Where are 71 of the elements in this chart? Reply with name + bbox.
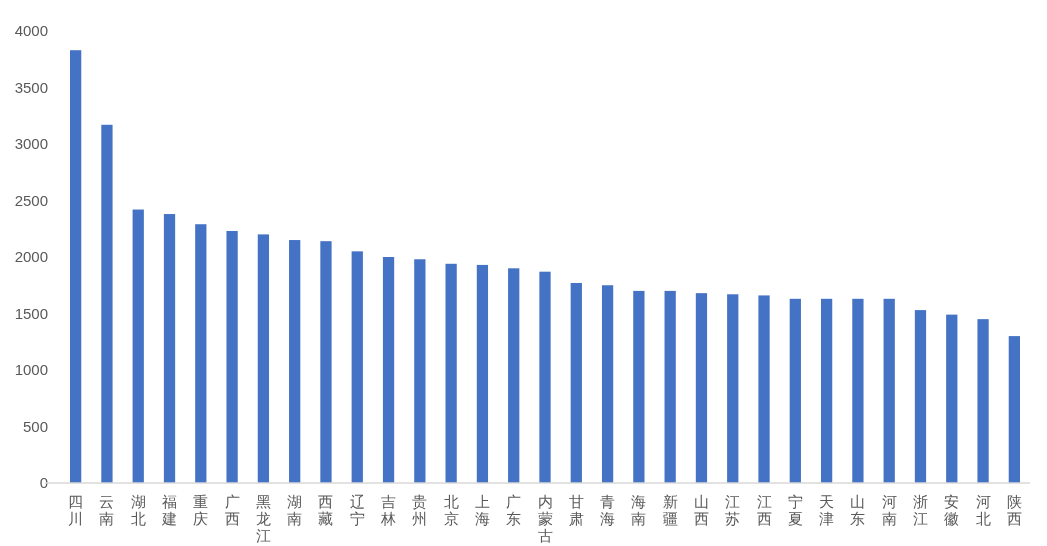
x-tick-label: 广西: [224, 493, 240, 527]
x-tick-label: 山西: [693, 493, 709, 527]
bar: [539, 271, 551, 483]
y-tick-label: 2500: [14, 191, 48, 209]
bar: [195, 224, 207, 483]
bar: [664, 290, 676, 483]
bar: [727, 294, 739, 483]
y-tick-label: 4000: [14, 22, 48, 39]
bar: [883, 298, 895, 483]
x-tick-label: 宁夏: [787, 493, 803, 527]
x-tick-label: 辽宁: [349, 493, 365, 527]
x-tick-label: 福建: [161, 493, 178, 527]
x-tick-label: 天津: [819, 493, 835, 527]
bar: [257, 234, 270, 483]
x-tick-label: 青海: [600, 493, 616, 527]
bar: [289, 240, 301, 483]
bar: [508, 268, 520, 483]
bar: [101, 124, 113, 483]
bar: [946, 314, 958, 483]
bar: [820, 298, 833, 483]
bar: [1008, 336, 1020, 483]
bar: [633, 290, 645, 483]
bar: [852, 298, 864, 483]
bar: [977, 319, 989, 483]
x-tick-label: 陕西: [1006, 493, 1022, 527]
bar: [163, 214, 176, 483]
y-tick-label: 1500: [14, 304, 48, 322]
bar: [414, 259, 426, 483]
y-tick-label: 3000: [14, 135, 48, 152]
x-tick-label: 甘肃: [568, 493, 584, 527]
bar: [758, 295, 770, 483]
x-tick-label: 吉林: [380, 493, 397, 527]
x-tick-label: 新疆: [662, 493, 678, 527]
y-tick-label: 1000: [14, 361, 48, 378]
x-tick-label: 西藏: [318, 493, 334, 527]
x-tick-label: 湖北: [130, 493, 146, 527]
x-tick-label: 江苏: [725, 493, 741, 527]
y-tick-label: 500: [22, 417, 48, 435]
x-tick-label: 四川: [68, 493, 84, 527]
x-tick-label: 海南: [631, 493, 647, 527]
x-tick-label: 贵州: [412, 493, 428, 527]
bar: [601, 285, 614, 483]
bar: [570, 282, 582, 483]
bar: [351, 251, 363, 483]
x-tick-label: 安徽: [944, 493, 960, 527]
bar: [226, 231, 238, 483]
x-tick-label: 河北: [975, 493, 991, 527]
bar: [476, 264, 489, 483]
y-tick-label: 0: [39, 474, 48, 491]
bar: [132, 209, 144, 483]
bar: [695, 293, 708, 483]
y-tick-label: 2000: [14, 248, 48, 265]
bar: [445, 263, 457, 483]
x-tick-label: 山东: [850, 493, 866, 527]
y-tick-label: 3500: [14, 78, 48, 96]
x-tick-label: 广东: [506, 493, 522, 527]
x-tick-label: 浙江: [912, 493, 928, 527]
x-tick-label: 江西: [756, 493, 772, 527]
x-tick-label: 内蒙古: [537, 493, 553, 544]
bar: [70, 50, 82, 483]
x-tick-label: 北京: [443, 493, 459, 527]
x-tick-label: 河南: [881, 493, 897, 527]
bar: [789, 298, 801, 483]
x-tick-label: 云南: [99, 493, 115, 527]
x-tick-label: 重庆: [193, 493, 209, 527]
bar: [914, 310, 927, 483]
x-tick-label: 上海: [474, 493, 490, 527]
bar: [382, 257, 395, 483]
x-tick-label: 黑龙江: [255, 493, 271, 544]
bar: [320, 241, 332, 483]
x-tick-label: 湖南: [287, 493, 303, 527]
